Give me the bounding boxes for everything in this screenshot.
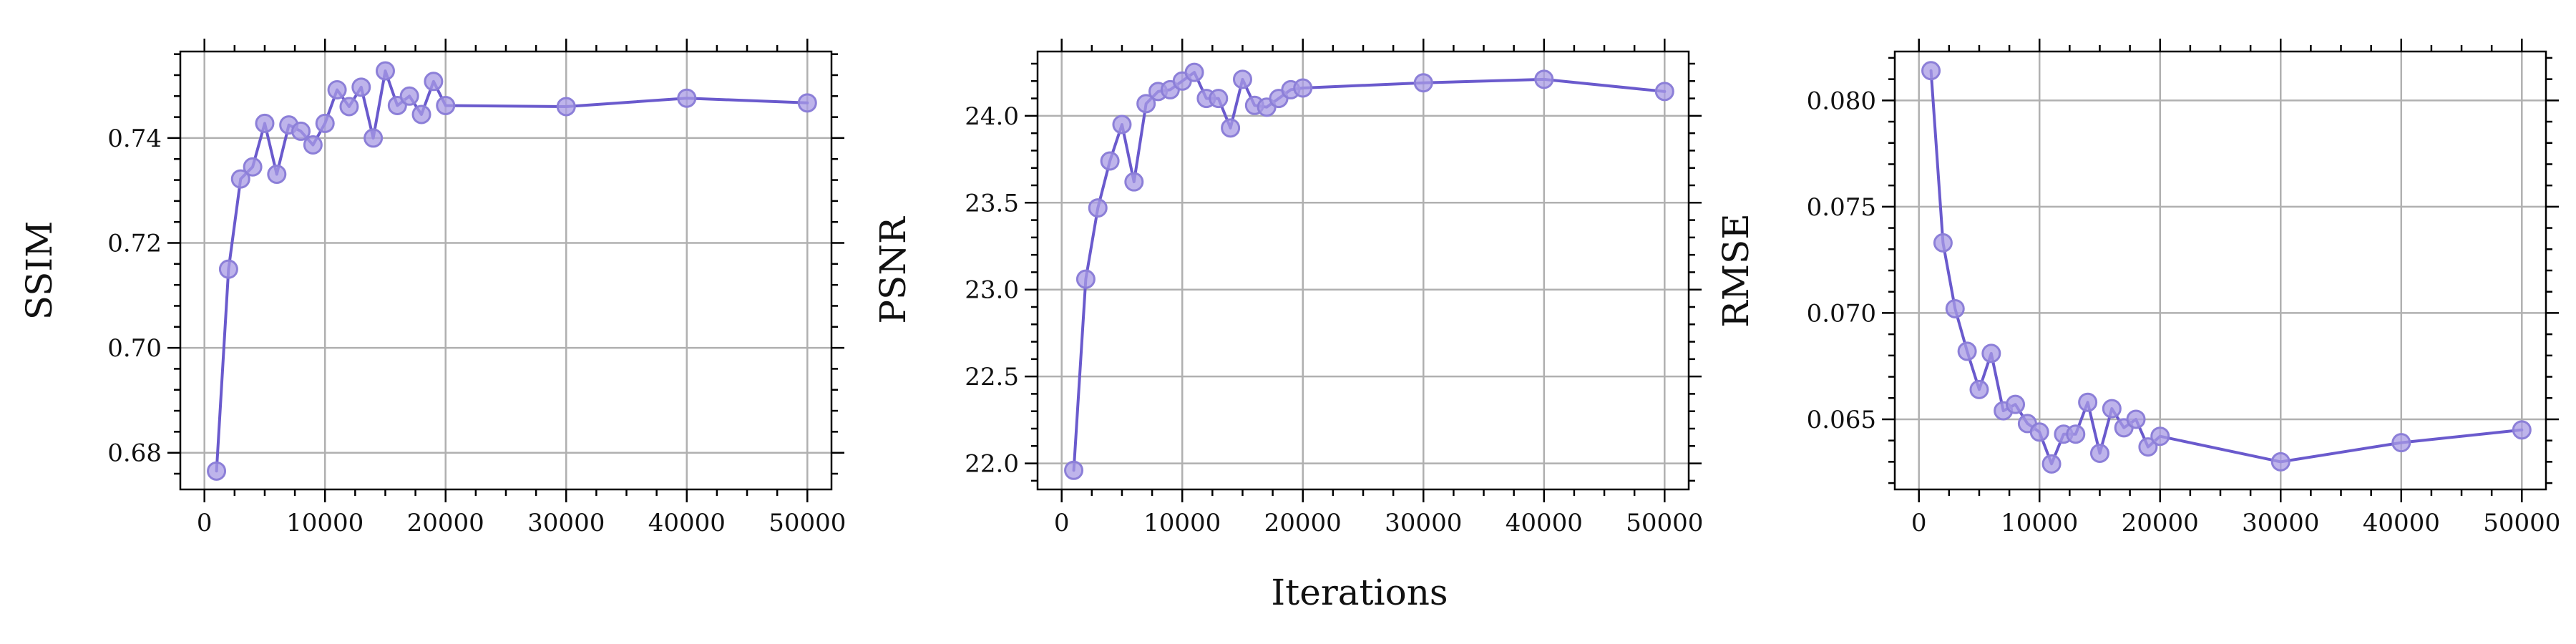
data-point [399, 86, 419, 106]
y-axis-label: RMSE [1715, 213, 1757, 328]
data-point [797, 93, 817, 113]
data-point [315, 113, 335, 133]
subplot-psnr: 0 10000 20000 30000 40000 50000 22.0 22.5 23.0 23… [872, 39, 1703, 537]
data-point [1534, 69, 1554, 89]
data-point [1100, 151, 1120, 171]
series-line [1072, 71, 1667, 472]
data-point [2150, 426, 2170, 447]
x-tick-label: 30000 [2242, 509, 2319, 537]
data-point [207, 461, 227, 481]
data-point [2089, 443, 2109, 463]
y-tick-label: 0.070 [1807, 299, 1876, 328]
subplots: 0 10000 20000 30000 40000 50000 0.68 0.70 0.72 0.… [19, 39, 2560, 537]
data-point [1064, 460, 1084, 480]
x-tick-label: 0 [1911, 509, 1927, 537]
data-point [375, 61, 395, 81]
x-tick-label: 0 [197, 509, 213, 537]
data-point [1957, 341, 1977, 361]
x-tick-label: 40000 [2363, 509, 2440, 537]
data-point [2138, 437, 2158, 457]
x-tick-label: 10000 [2001, 509, 2078, 537]
x-tick-label: 20000 [2122, 509, 2199, 537]
data-point [2029, 422, 2049, 442]
y-axis-label: SSIM [19, 221, 60, 321]
data-point [677, 88, 697, 108]
data-point [1293, 78, 1313, 98]
data-point [1136, 94, 1156, 114]
data-point [1969, 379, 1989, 399]
data-point [1933, 233, 1953, 253]
y-tick-label: 23.5 [965, 189, 1019, 218]
data-point [291, 121, 311, 141]
x-tick-label: 20000 [407, 509, 484, 537]
data-point [364, 128, 384, 148]
y-tick-label: 22.5 [965, 363, 1019, 391]
subplot-ssim: 0 10000 20000 30000 40000 50000 0.68 0.70 0.72 0.… [19, 39, 846, 537]
x-tick-label: 10000 [286, 509, 364, 537]
data-point [1088, 198, 1108, 218]
y-tick-label: 0.74 [107, 125, 162, 153]
data-point [1075, 269, 1096, 289]
data-point [2512, 420, 2532, 440]
x-tick-label: 40000 [1506, 509, 1583, 537]
data-point [1209, 89, 1229, 109]
y-tick-label: 22.0 [965, 450, 1019, 479]
axes-frame [1893, 50, 2547, 491]
data-point [2391, 433, 2411, 453]
data-point [255, 113, 275, 133]
data-point [2126, 409, 2146, 429]
data-point [303, 135, 323, 155]
data-point [1921, 61, 1941, 81]
data-point [1413, 73, 1433, 93]
axes-frame [1036, 50, 1690, 491]
data-point [1232, 69, 1252, 89]
data-point [2066, 424, 2086, 444]
x-tick-label: 40000 [648, 509, 726, 537]
y-tick-label: 0.72 [107, 230, 162, 258]
data-point [218, 259, 238, 279]
x-tick-label: 20000 [1264, 509, 1342, 537]
data-point [1221, 118, 1241, 138]
y-tick-label: 0.080 [1807, 87, 1876, 115]
y-tick-label: 23.0 [965, 276, 1019, 305]
y-tick-label: 0.70 [107, 334, 162, 363]
data-point [411, 104, 431, 125]
data-point [2078, 392, 2098, 412]
x-tick-label: 30000 [1385, 509, 1462, 537]
data-point [243, 157, 263, 177]
shared-x-axis-label: Iterations [1271, 572, 1448, 613]
y-tick-label: 0.065 [1807, 406, 1876, 434]
data-point [2006, 394, 2026, 414]
axes-frame [179, 50, 833, 491]
y-axis-label: PSNR [872, 216, 914, 324]
x-tick-label: 50000 [769, 509, 846, 537]
subplot-rmse: 0 10000 20000 30000 40000 50000 0.065 0.070 0.07… [1715, 39, 2560, 537]
data-point [2041, 454, 2062, 474]
data-point [1654, 82, 1674, 102]
data-point [436, 95, 456, 115]
data-point [556, 97, 576, 117]
data-point [351, 77, 371, 97]
data-point [230, 169, 250, 189]
y-tick-label: 0.075 [1807, 193, 1876, 222]
data-point [1184, 62, 1204, 82]
data-point [1981, 343, 2001, 364]
y-tick-label: 24.0 [965, 102, 1019, 131]
x-tick-label: 30000 [527, 509, 605, 537]
x-tick-label: 50000 [1626, 509, 1703, 537]
data-point [2270, 452, 2290, 472]
y-tick-label: 0.68 [107, 439, 162, 468]
data-point [2102, 399, 2122, 419]
data-point [339, 97, 359, 117]
x-tick-label: 0 [1054, 509, 1070, 537]
x-tick-label: 50000 [2483, 509, 2560, 537]
data-point [1124, 172, 1144, 192]
x-tick-label: 10000 [1143, 509, 1221, 537]
data-point [267, 165, 287, 185]
data-point [327, 80, 347, 100]
data-point [1945, 298, 1965, 318]
data-point [1112, 114, 1132, 135]
data-point [424, 72, 444, 92]
